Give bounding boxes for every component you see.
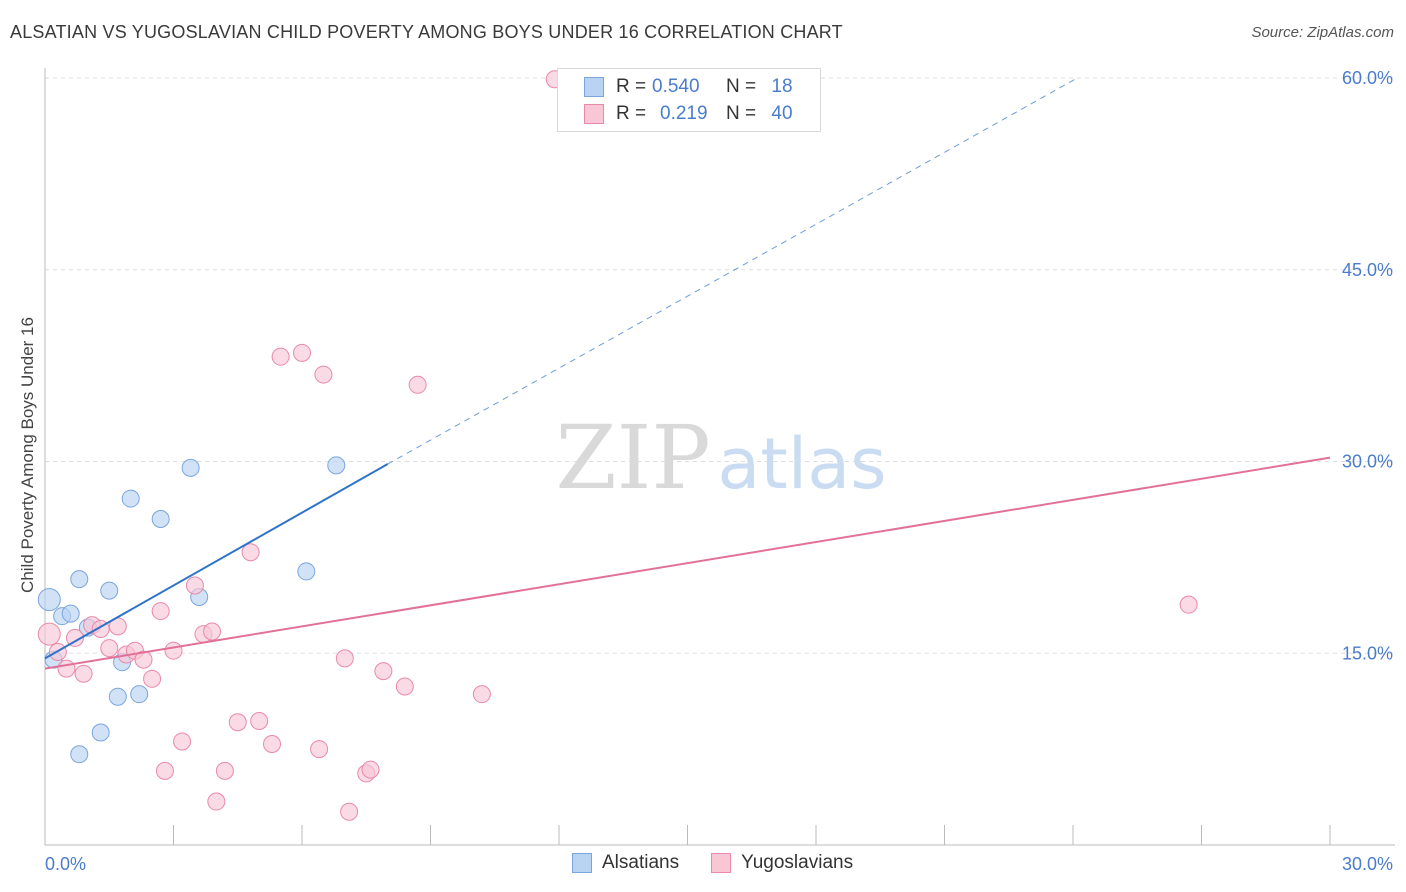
chart-title: ALSATIAN VS YUGOSLAVIAN CHILD POVERTY AM… (10, 22, 843, 42)
stats-row-alsatians: R = 0.540 N = 18 (584, 74, 802, 100)
grid-layer (45, 77, 1395, 654)
alsatians-swatch (584, 77, 604, 97)
source-label: Source: ZipAtlas.com (1251, 24, 1394, 41)
legend-label-alsatians: Alsatians (602, 852, 680, 873)
x-tick-label: 30.0% (1342, 854, 1393, 874)
yugoslavians-point (340, 802, 359, 821)
n-label: N = (726, 76, 757, 97)
y-tick-label: 60.0% (1342, 68, 1393, 88)
yugoslavians-point (203, 622, 222, 641)
yugoslavians-point (408, 375, 427, 394)
yugoslavians-point (250, 712, 269, 731)
alsatians-legend-swatch (572, 853, 592, 873)
alsatians-point (37, 588, 61, 612)
yugoslavians-point (207, 792, 226, 811)
r-value: 0.540 (652, 76, 700, 97)
alsatians-point (91, 723, 110, 742)
yugoslavians-point (361, 760, 380, 779)
legend-item-alsatians[interactable]: Alsatians (572, 852, 679, 874)
stats-legend: R = 0.540 N = 18 R = 0.219 N = 40 (557, 68, 821, 132)
yugoslavians-point (293, 343, 311, 362)
yugoslavians-point (1179, 595, 1198, 614)
yugoslavians-point (57, 659, 76, 678)
alsatians-point (61, 604, 80, 623)
r-value: 0.219 (660, 103, 708, 124)
y-tick-label: 30.0% (1342, 452, 1393, 472)
r-label: R = (616, 103, 647, 124)
yugoslavians-point (228, 713, 247, 732)
n-label: N = (726, 103, 757, 124)
alsatians-point (121, 489, 140, 508)
trend-layer (44, 77, 1331, 670)
yugoslavians-point (263, 735, 282, 754)
y-tick-label: 45.0% (1342, 260, 1393, 280)
alsatians-trendline (44, 463, 389, 660)
yugoslavians-point (395, 677, 414, 696)
yugoslavians-point (241, 543, 260, 562)
yugoslavians-point (74, 664, 93, 683)
yugoslavians-point (472, 685, 491, 704)
yugoslavians-point (100, 639, 119, 658)
yugoslavians-point (271, 347, 290, 366)
yugoslavians-point (314, 365, 333, 384)
yugoslavians-point (215, 761, 234, 780)
watermark-zip: ZIP (555, 406, 710, 509)
points-layer (37, 70, 1198, 821)
n-value: 18 (771, 76, 793, 97)
yugoslavians-point (65, 628, 84, 647)
alsatians-point (100, 581, 119, 600)
yugoslavians-point (134, 650, 153, 669)
alsatians-point (70, 745, 89, 764)
yugoslavians-point (143, 669, 162, 688)
legend-label-yugoslavians: Yugoslavians (741, 852, 854, 873)
alsatians-point (130, 685, 149, 704)
watermark: ZIP atlas (555, 406, 886, 509)
r-label: R = (616, 76, 647, 97)
yugoslavians-point (151, 602, 170, 621)
stats-row-yugoslavians: R = 0.219 N = 40 (584, 101, 802, 127)
x-tick-label: 0.0% (45, 854, 86, 874)
alsatians-point (297, 562, 316, 581)
y-tick-label: 15.0% (1342, 643, 1393, 663)
alsatians-point (181, 458, 200, 477)
axis-layer (44, 68, 1395, 846)
yugoslavians-swatch (584, 104, 604, 124)
alsatians-trendline-extension (387, 77, 1078, 465)
watermark-atlas: atlas (717, 423, 886, 505)
yugoslavians-point (37, 622, 61, 646)
n-value: 40 (771, 103, 793, 124)
alsatians-point (151, 510, 170, 529)
alsatians-point (70, 570, 89, 589)
yugoslavians-point (185, 576, 204, 595)
yugoslavians-point (310, 740, 329, 759)
series-legend: Alsatians Yugoslavians (572, 852, 885, 874)
yugoslavians-legend-swatch (711, 853, 732, 873)
yugoslavians-point (173, 732, 192, 751)
legend-item-yugoslavians[interactable]: Yugoslavians (711, 852, 853, 874)
yugoslavians-point (335, 649, 354, 668)
alsatians-point (327, 456, 346, 475)
tick-labels: 15.0% 30.0% 45.0% 60.0% 0.0% 30.0% (45, 68, 1393, 874)
alsatians-point (108, 687, 127, 706)
yugoslavians-point (164, 641, 183, 660)
yugoslavians-point (374, 662, 393, 681)
yugoslavians-trendline (44, 456, 1331, 670)
yugoslavians-point (155, 761, 174, 780)
